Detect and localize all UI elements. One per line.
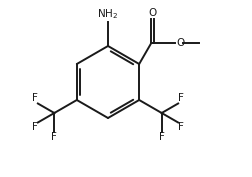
Text: F: F [177, 93, 183, 104]
Text: O: O [175, 38, 184, 48]
Text: F: F [32, 122, 38, 133]
Text: F: F [32, 93, 38, 104]
Text: F: F [158, 132, 164, 142]
Text: F: F [51, 132, 57, 142]
Text: O: O [148, 8, 156, 18]
Text: F: F [177, 122, 183, 133]
Text: NH$_2$: NH$_2$ [97, 7, 118, 21]
